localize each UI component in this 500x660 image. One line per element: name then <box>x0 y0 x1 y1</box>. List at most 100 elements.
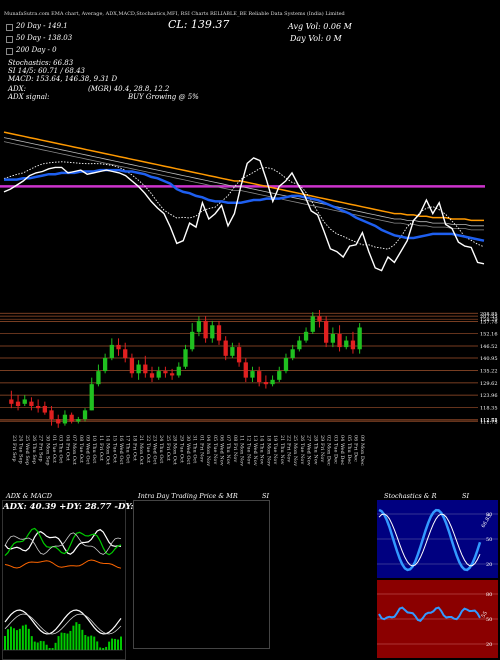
adx-values: ADX: 40.39 +DY: 28.77 -DY: 12.21 <box>3 502 164 512</box>
date-tick-label: 11 Fri Oct <box>98 435 104 461</box>
date-tick-label: 19 Tue Nov <box>272 435 278 464</box>
date-tick-label: 28 Mon Oct <box>172 435 178 465</box>
macd-histogram-bar <box>36 642 39 650</box>
price-tick-label: 112.73 <box>480 418 498 424</box>
macd-histogram-bar <box>111 638 114 650</box>
date-tick-label: 22 Tue Oct <box>145 435 151 463</box>
ema50-swatch <box>6 36 13 43</box>
ema20-swatch <box>6 24 13 31</box>
candle-body <box>250 371 255 378</box>
rsi-chart: 80 50 20 55 <box>377 580 498 658</box>
ema200-swatch <box>6 48 13 55</box>
candle-body <box>149 373 155 378</box>
date-tick-label: 25 Wed Sep <box>24 435 30 465</box>
adx-signal-line <box>4 559 122 569</box>
candle-body <box>116 344 121 350</box>
adx-chart <box>4 527 122 569</box>
macd-histogram-bar <box>27 628 30 650</box>
price-tick-label: 152.16 <box>480 332 498 338</box>
price-tick-label: 207.55 <box>480 314 498 320</box>
candle-body <box>196 320 202 332</box>
candle-body <box>49 410 54 420</box>
date-tick-label: 22 Fri Nov <box>285 435 291 462</box>
candle-body <box>290 349 295 358</box>
price-tick-label: 146.52 <box>480 344 498 350</box>
candle-body <box>76 419 81 422</box>
buy-signal: BUY Growing @ 5% <box>128 93 199 101</box>
date-tick-label: 02 Mon Dec <box>326 435 332 466</box>
date-tick-label: 14 Mon Oct <box>105 435 111 465</box>
candle-body <box>35 406 41 409</box>
date-tick-label: 25 Fri Oct <box>165 435 171 461</box>
macd-histogram-bar <box>69 630 72 650</box>
ema50-label: 50 Day - 138.03 <box>16 34 73 42</box>
candle-body <box>102 358 108 372</box>
macd-histogram-bar <box>54 642 57 650</box>
candle-body <box>69 414 74 422</box>
date-tick-label: 25 Mon Nov <box>292 435 298 466</box>
candle-body <box>357 327 362 350</box>
candle-body <box>22 399 27 404</box>
date-tick-label: 29 Fri Nov <box>319 435 325 462</box>
candle-body <box>96 371 101 385</box>
macd-histogram-bar <box>84 635 87 650</box>
price-tick-label: 158.79 <box>480 317 498 323</box>
rsi-tick-label: 20 <box>486 642 492 648</box>
close-price: CL: 139.37 <box>168 18 230 31</box>
candle-body <box>310 316 315 332</box>
date-tick-label: 09 Wed Oct <box>85 435 91 464</box>
date-tick-label: 17 Thu Oct <box>125 435 131 463</box>
date-tick-label: 23 Wed Oct <box>152 435 158 464</box>
date-tick-label: 03 Thu Oct <box>58 435 64 463</box>
macd-histogram-bar <box>21 625 24 650</box>
date-tick-label: 11 Mon Nov <box>239 435 245 466</box>
date-tick-label: 10 Thu Oct <box>91 435 97 463</box>
macd-histogram-bar <box>6 629 9 650</box>
macd-histogram-bar <box>120 636 122 650</box>
macd-histogram-bar <box>4 636 6 650</box>
candle-body <box>169 373 175 376</box>
rsi-value-label: 55 <box>481 610 489 619</box>
candle-body <box>283 358 289 372</box>
si-value: SI 14/5: 60.71 / 68.43 <box>8 67 85 75</box>
price-tick-label: 112.51 <box>480 418 498 424</box>
macd-histogram-bar <box>60 632 63 650</box>
candle-body <box>109 344 114 358</box>
candle-body <box>62 414 68 424</box>
price-tick-label: 135.22 <box>480 369 498 375</box>
header-top-line: MunafaSutra.com EMA chart, Average, ADX,… <box>4 11 345 17</box>
candle-body <box>236 347 242 363</box>
date-tick-label: 05 Tue Nov <box>212 435 218 464</box>
ema-chart <box>0 131 485 272</box>
macd-histogram-bar <box>105 646 108 650</box>
macd-histogram-bar <box>78 623 81 650</box>
candle-body <box>143 364 148 374</box>
date-tick-label: 18 Mon Nov <box>265 435 271 466</box>
macd-histogram-bar <box>117 639 120 650</box>
candle-body <box>163 371 168 374</box>
candle-body <box>243 362 248 378</box>
candle-body <box>337 334 342 348</box>
macd-line <box>4 609 122 635</box>
macd-histogram-bar <box>57 636 60 650</box>
stoch-tick-label: 20 <box>486 562 492 568</box>
candle-body <box>9 399 14 404</box>
avg-vol: Avg Vol: 0.06 M <box>288 22 352 31</box>
macd-histogram-bar <box>30 636 33 650</box>
date-tick-label: 26 Thu Sep <box>31 435 37 464</box>
macd-histogram-bar <box>45 644 48 650</box>
date-tick-label: 18 Fri Oct <box>131 435 137 461</box>
date-tick-label: 30 Mon Sep <box>44 435 50 465</box>
date-tick-label: 04 Wed Dec <box>339 435 345 465</box>
intraday-panel-title: Intra Day Trading Price & MR <box>138 492 238 500</box>
candle-body <box>176 366 181 376</box>
candle-body <box>324 320 329 343</box>
candle-body <box>297 340 302 350</box>
ema-band-upper-line <box>3 137 484 227</box>
macd-signal-line <box>4 613 122 635</box>
date-tick-label: 08 Fri Nov <box>232 435 238 462</box>
ema-band-lower-line <box>3 141 484 231</box>
candle-body <box>344 340 349 348</box>
candle-body <box>203 320 208 339</box>
